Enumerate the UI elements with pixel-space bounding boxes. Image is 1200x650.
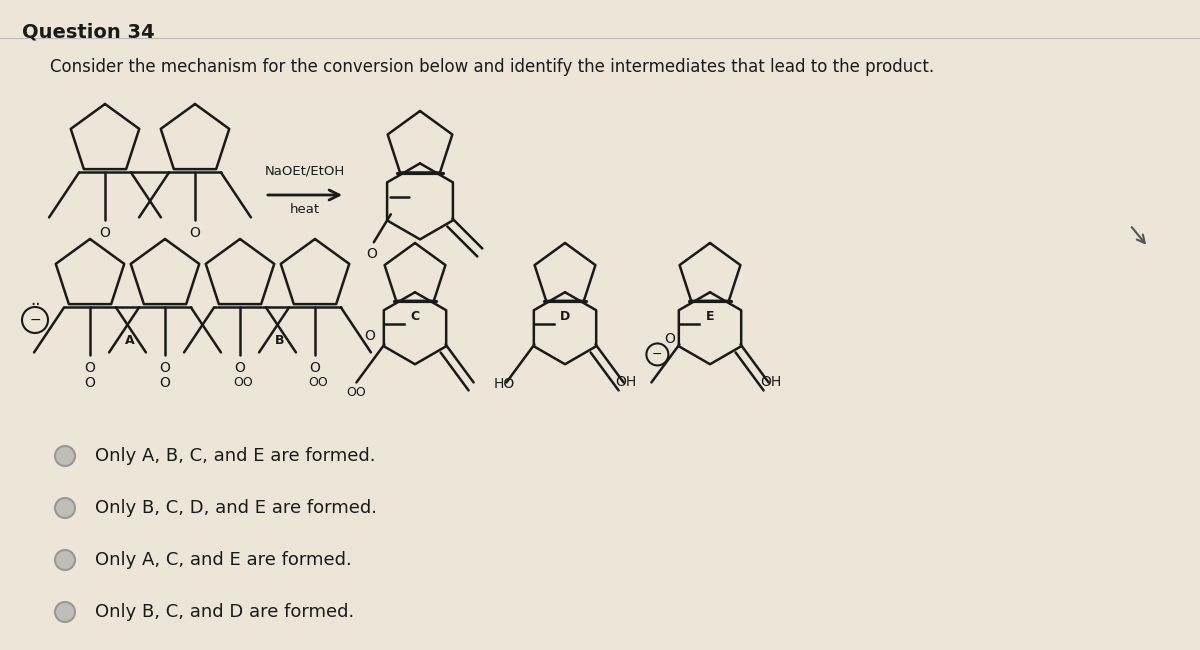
Text: O: O	[364, 330, 374, 343]
Text: C: C	[410, 311, 420, 324]
Text: Question 34: Question 34	[22, 22, 155, 41]
Text: O: O	[190, 226, 200, 240]
Text: NaOEt/EtOH: NaOEt/EtOH	[265, 164, 346, 177]
Circle shape	[55, 498, 74, 518]
Text: −: −	[29, 313, 41, 327]
Text: O: O	[664, 332, 674, 346]
Text: O: O	[84, 361, 96, 376]
Text: Only B, C, D, and E are formed.: Only B, C, D, and E are formed.	[95, 499, 377, 517]
Text: ..: ..	[30, 291, 41, 309]
Text: D: D	[560, 311, 570, 324]
Circle shape	[55, 446, 74, 466]
Text: O: O	[84, 376, 96, 390]
Text: B: B	[275, 333, 284, 346]
Circle shape	[55, 602, 74, 622]
Text: E: E	[706, 311, 714, 324]
Text: Only A, B, C, and E are formed.: Only A, B, C, and E are formed.	[95, 447, 376, 465]
Text: O: O	[366, 247, 377, 261]
Text: O: O	[160, 361, 170, 376]
Text: −: −	[652, 348, 662, 361]
Text: OO: OO	[233, 376, 253, 389]
Text: Only B, C, and D are formed.: Only B, C, and D are formed.	[95, 603, 354, 621]
Text: A: A	[125, 333, 134, 346]
Text: OO: OO	[308, 376, 328, 389]
Text: O: O	[234, 361, 246, 376]
Text: Only A, C, and E are formed.: Only A, C, and E are formed.	[95, 551, 352, 569]
Text: O: O	[310, 361, 320, 376]
Text: OH: OH	[614, 376, 636, 389]
Circle shape	[55, 550, 74, 570]
Text: OH: OH	[760, 376, 781, 389]
Text: Consider the mechanism for the conversion below and identify the intermediates t: Consider the mechanism for the conversio…	[50, 58, 934, 76]
Text: O: O	[160, 376, 170, 390]
Text: HO: HO	[493, 378, 515, 391]
Text: O: O	[100, 226, 110, 240]
Text: OO: OO	[347, 386, 366, 399]
Text: heat: heat	[290, 203, 320, 216]
